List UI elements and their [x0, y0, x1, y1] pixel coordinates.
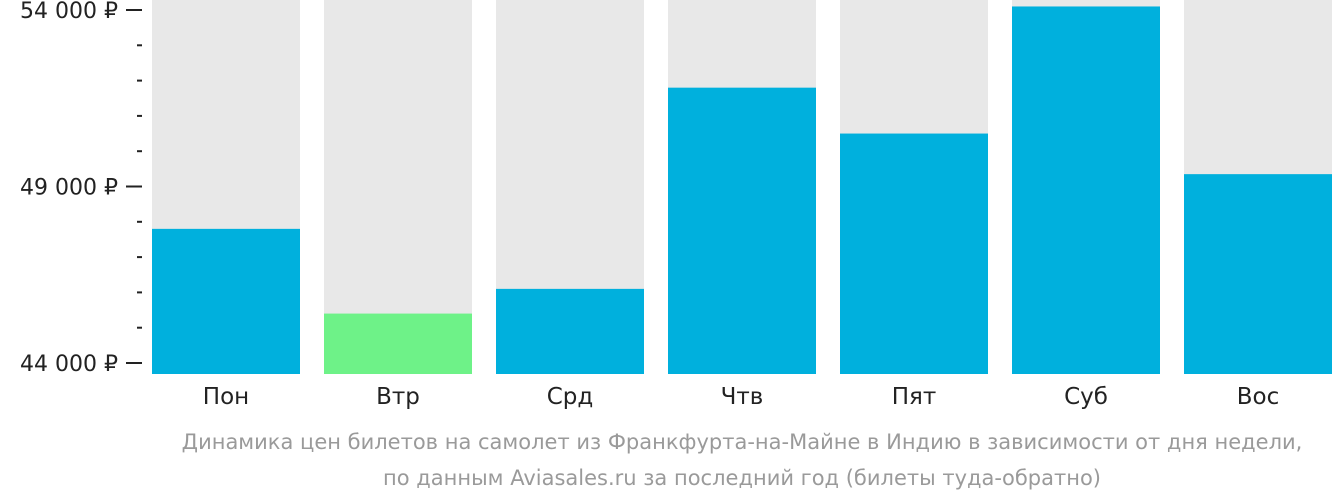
bar-3: [496, 288, 644, 374]
x-tick-label-5: Пят: [892, 384, 937, 410]
y-tick-label-2: 49 000 ₽: [20, 176, 118, 201]
bar-6: [1012, 6, 1160, 374]
bar-1: [152, 228, 300, 374]
x-axis-labels: Пон Втр Срд Чтв Пят Суб Вос: [203, 384, 1279, 410]
bars: [152, 6, 1332, 374]
bar-5: [840, 133, 988, 374]
bar-4: [668, 87, 816, 374]
y-axis: 54 000 ₽ 49 000 ₽ 44 000 ₽: [20, 0, 142, 377]
y-tick-label-3: 44 000 ₽: [20, 352, 118, 377]
bar-background-2: [324, 0, 472, 374]
x-tick-label-7: Вос: [1237, 384, 1280, 410]
x-tick-label-3: Срд: [547, 384, 594, 410]
price-by-weekday-chart: 54 000 ₽ 49 000 ₽ 44 000 ₽ Пон Втр Срд Чтв Пят…: [20, 0, 1332, 410]
x-tick-label-6: Суб: [1064, 384, 1108, 410]
y-tick-label-1: 54 000 ₽: [20, 0, 118, 24]
bar-2: [324, 313, 472, 374]
x-tick-label-4: Чтв: [721, 384, 764, 410]
chart-caption-line-2: по данным Aviasales.ru за последний год …: [383, 466, 1101, 490]
x-tick-label-2: Втр: [376, 384, 420, 410]
x-tick-label-1: Пон: [203, 384, 249, 410]
chart-caption-line-1: Динамика цен билетов на самолет из Франк…: [181, 430, 1303, 454]
bar-7: [1184, 174, 1332, 374]
